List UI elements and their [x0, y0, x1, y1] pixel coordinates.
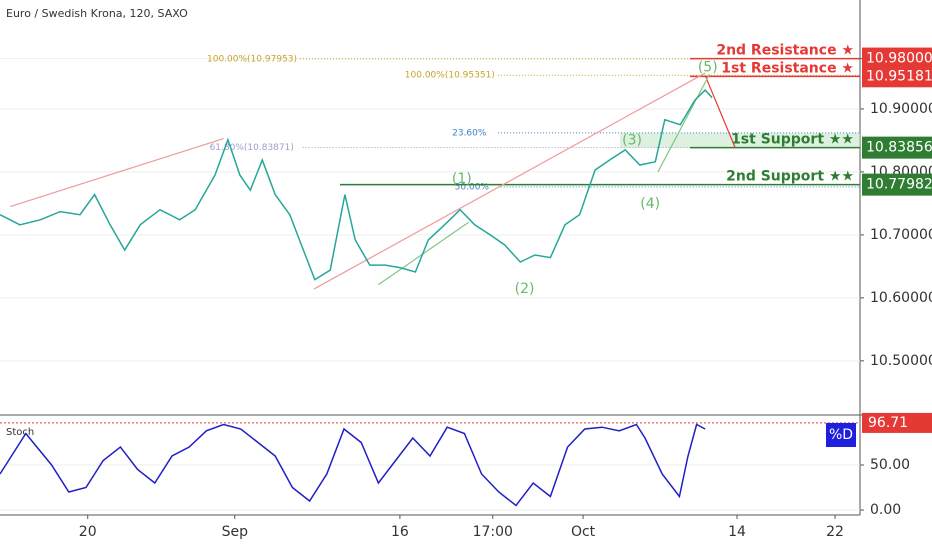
- fib-label: 100.00%(10.97953): [207, 54, 297, 64]
- x-tick-label: Oct: [571, 524, 596, 540]
- y-tick-label: 50.00: [870, 457, 910, 473]
- last-value-label: 96.71: [868, 415, 908, 431]
- level-name: 2nd Resistance ★: [716, 43, 854, 59]
- wave-label: (1): [452, 171, 472, 187]
- wave-label: (2): [515, 281, 535, 297]
- trend-line: [657, 74, 711, 173]
- series-name: %D: [829, 427, 853, 443]
- chart-title: Euro / Swedish Krona, 120, SAXO: [6, 7, 188, 20]
- level-name: 1st Support ★★: [731, 132, 854, 148]
- price-tag: [862, 173, 932, 196]
- fib-label: 100.00%(10.95351): [405, 71, 495, 81]
- level-name: 1st Resistance ★: [721, 60, 854, 76]
- y-tick-label: 0.00: [870, 502, 901, 518]
- last-value-tag: [862, 412, 932, 433]
- price-tag: [862, 65, 932, 88]
- series-tag: [826, 423, 856, 447]
- fib-label: 50.00%: [455, 183, 490, 193]
- price-tag: [862, 136, 932, 159]
- trend-line: [704, 75, 736, 149]
- wave-label: (5): [698, 59, 718, 75]
- fib-label: 23.60%: [452, 128, 487, 138]
- trend-line: [10, 137, 224, 208]
- price-tag-label: 10.83856: [866, 140, 932, 156]
- x-tick-label: 17:00: [473, 524, 513, 540]
- trend-line: [313, 72, 706, 290]
- support-zone: [620, 132, 860, 148]
- x-tick-label: Sep: [222, 524, 249, 540]
- y-tick-label: 10.90000: [870, 101, 932, 117]
- y-tick-label: 10.70000: [870, 227, 932, 243]
- price-tag-label: 10.77982: [866, 177, 932, 193]
- x-tick-label: 14: [728, 524, 746, 540]
- price-tag-label: 10.98000: [866, 51, 932, 67]
- price-line: [0, 89, 713, 281]
- indicator-title: Stoch: [6, 427, 34, 438]
- x-tick-label: 20: [79, 524, 97, 540]
- price-line: [0, 423, 706, 507]
- y-tick-label: 10.60000: [870, 290, 932, 306]
- price-tag: [862, 47, 932, 70]
- wave-label: (4): [640, 196, 660, 212]
- wave-label: (3): [622, 132, 642, 148]
- fib-label: 61.80%(10.83871): [210, 143, 294, 153]
- x-tick-label: 16: [391, 524, 409, 540]
- x-tick-label: 22: [826, 524, 844, 540]
- price-tag-label: 10.95181: [866, 68, 932, 84]
- level-name: 2nd Support ★★: [726, 169, 854, 185]
- y-tick-label: 10.50000: [870, 353, 932, 369]
